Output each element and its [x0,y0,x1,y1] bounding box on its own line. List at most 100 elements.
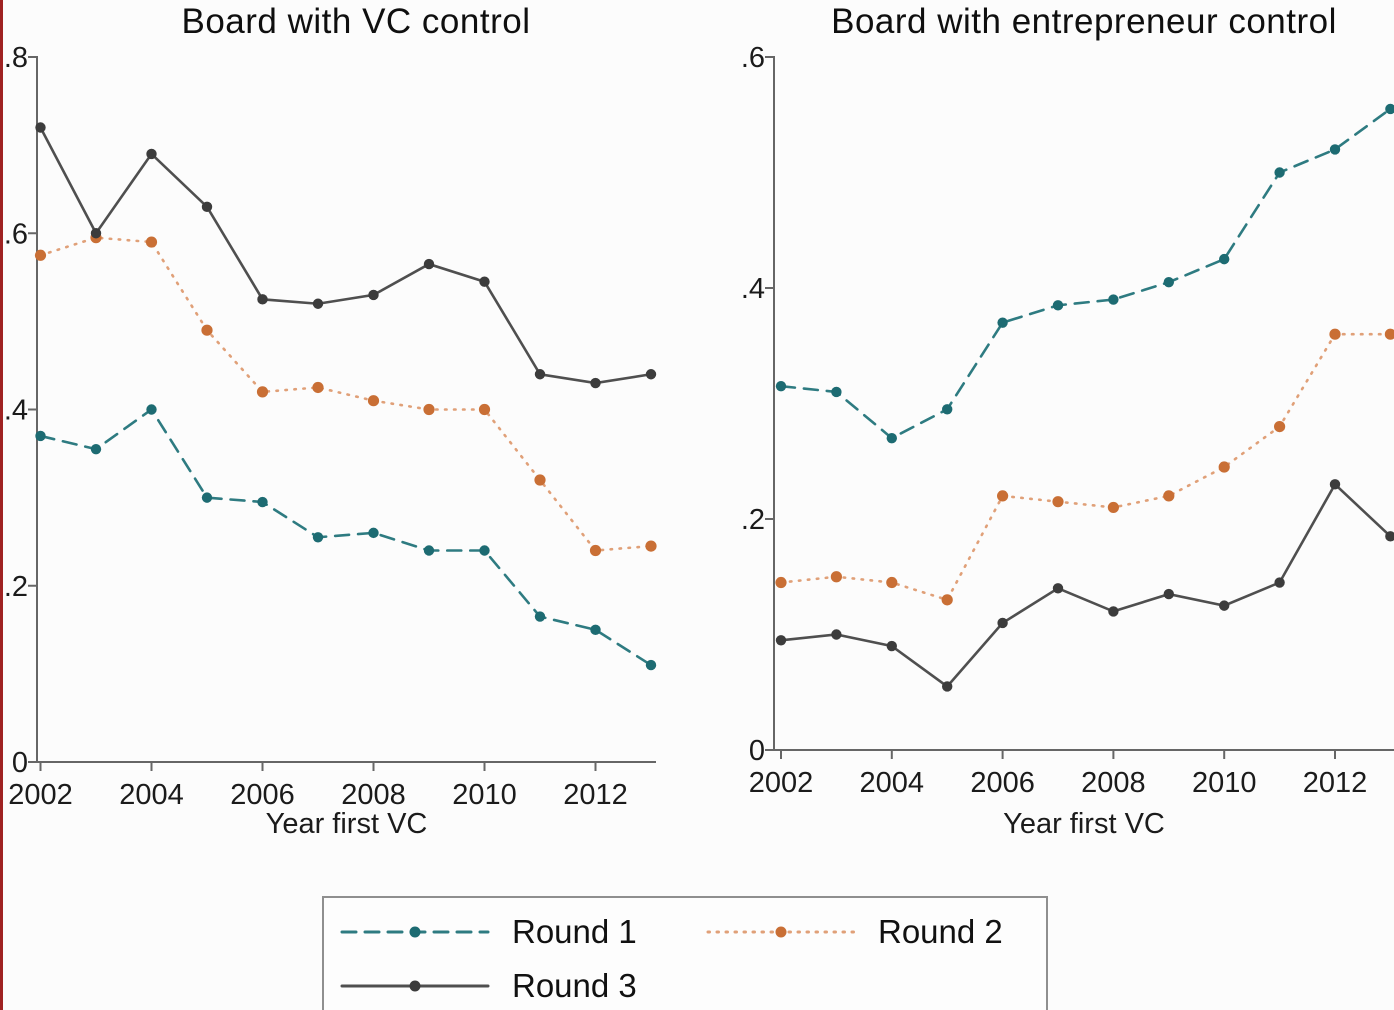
panel-0-x-ticks: 2002 2004 2006 2008 2010 2012 [8,762,628,811]
legend-label-round3: Round 3 [512,967,637,1004]
legend-entry-round3: Round 3 [340,967,637,1004]
data-point-round3 [90,228,102,239]
data-point-round3 [479,276,490,287]
panel-1-x-tick-label: 2006 [970,767,1035,799]
data-point-round1 [1329,144,1341,155]
data-point-round3 [1385,531,1394,542]
data-point-round1 [645,659,657,671]
data-point-round1 [1385,103,1394,115]
data-point-round1 [1052,300,1064,311]
panel-1-y-tick-label: .2 [741,504,765,536]
data-point-round3 [534,369,546,380]
data-point-round1 [590,624,601,636]
panel-1-x-tick-label: 2010 [1192,767,1257,799]
panel-0-axes [36,56,656,763]
panel-1-y-tick-label: .4 [741,273,765,305]
panel-0-y-ticks: 0 .2 .4 .6 .8 [4,42,37,779]
panel-1-y-tick-label: .6 [741,42,765,74]
left-x-axis-title: Year first VC [265,808,428,840]
data-point-round3 [146,148,157,160]
panel-0-y-tick-label: .2 [4,571,28,603]
data-point-round3 [590,377,601,389]
panel-0-series-round2 [34,232,657,557]
data-point-round2 [1163,490,1175,502]
data-point-round2 [1384,328,1394,340]
legend: Round 1 Round 2 Round 3 [322,896,1048,1010]
legend-sample-round1 [340,926,490,938]
data-point-round1 [997,317,1008,328]
data-point-round2 [589,544,602,557]
data-point-round2 [775,576,787,589]
data-point-round1 [831,386,842,398]
data-point-round3 [1108,606,1119,617]
left-panel-title: Board with VC control [181,2,531,41]
left-edge-red-strip [0,0,3,1010]
data-point-round3 [1274,577,1285,588]
panel-1-series-round2 [775,328,1394,606]
data-point-round1 [1274,167,1285,178]
data-point-round3 [201,201,213,213]
data-point-round2 [478,403,491,416]
panel-1: 0 .2 .4 .6 2002 2004 2006 2008 2010 2012 [741,42,1394,799]
data-point-round2 [997,490,1009,502]
panel-0-series-round1 [35,404,657,671]
data-point-round1 [1108,294,1119,305]
panel-0-x-tick-label: 2002 [8,779,73,811]
panel-0-x-tick-label: 2006 [230,779,295,811]
data-point-round2 [34,249,47,261]
data-point-round3 [886,640,897,652]
panel-1-x-tick-label: 2012 [1303,767,1368,799]
data-point-round1 [1163,277,1175,288]
data-point-round3 [997,617,1008,629]
data-point-round1 [146,404,157,415]
data-point-round1 [775,380,787,392]
panel-0-x-tick-label: 2008 [341,779,406,811]
panel-1-x-tick-label: 2004 [860,767,925,799]
data-point-round2 [645,540,657,552]
data-point-round1 [886,432,897,444]
data-point-round3 [423,258,435,270]
data-point-round3 [1052,583,1064,594]
panel-0: 0 .2 .4 .6 .8 2002 2004 2006 2008 2010 2012 [4,42,657,811]
data-point-round1 [479,545,490,556]
data-point-round3 [312,298,324,309]
panel-0-x-tick-label: 2010 [452,779,517,811]
data-point-round2 [1107,501,1119,514]
data-point-round1 [1219,253,1230,265]
legend-sample-round2 [706,926,856,938]
panel-0-series-round3 [35,122,657,389]
data-point-round1 [534,611,546,622]
data-point-round1 [90,443,102,455]
legend-sample-round3 [340,980,490,992]
data-point-round3 [1163,588,1175,600]
data-point-round2 [1218,461,1230,473]
data-point-round2 [201,324,213,336]
panel-1-axes [773,56,1394,751]
legend-label-round2: Round 2 [878,913,1003,950]
legend-entry-round2: Round 2 [706,913,1003,950]
data-point-round2 [423,403,435,416]
panel-0-x-tick-label: 2004 [119,779,184,811]
right-x-axis-title: Year first VC [1003,808,1165,840]
data-point-round3 [35,122,46,133]
data-point-round2 [830,571,843,583]
data-point-round3 [1329,479,1341,490]
legend-label-round1: Round 1 [512,913,637,950]
data-point-round2 [145,236,158,248]
panel-1-x-ticks: 2002 2004 2006 2008 2010 2012 [749,750,1368,799]
data-point-round1 [312,532,324,543]
data-point-round2 [367,395,380,407]
data-point-round2 [941,594,953,606]
data-point-round2 [1274,421,1286,433]
panel-1-y-tick-label: 0 [749,735,765,767]
data-point-round2 [1052,496,1064,508]
legend-entry-round1: Round 1 [340,913,637,950]
panel-1-series-round1 [775,103,1394,444]
data-point-round1 [257,496,268,508]
panel-1-x-tick-label: 2008 [1081,767,1146,799]
panel-0-x-tick-label: 2012 [563,779,628,811]
data-point-round2 [256,386,269,398]
data-point-round3 [942,681,953,692]
